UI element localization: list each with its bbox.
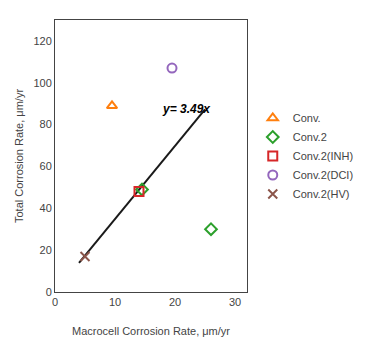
svg-text:0: 0 bbox=[46, 286, 52, 298]
svg-text:0: 0 bbox=[52, 296, 58, 308]
svg-text:80: 80 bbox=[40, 118, 52, 130]
svg-text:20: 20 bbox=[169, 296, 181, 308]
svg-text:y= 3.49x: y= 3.49x bbox=[162, 102, 211, 116]
svg-text:Conv.2(HV): Conv.2(HV) bbox=[293, 188, 350, 200]
svg-text:Conv.2: Conv.2 bbox=[293, 131, 327, 143]
svg-text:20: 20 bbox=[40, 244, 52, 256]
svg-text:100: 100 bbox=[33, 77, 51, 89]
svg-text:Total Corrosion Rate, μm/yr: Total Corrosion Rate, μm/yr bbox=[13, 89, 25, 223]
svg-text:Conv.2(INH): Conv.2(INH) bbox=[293, 150, 353, 162]
svg-text:Conv.2(DCI): Conv.2(DCI) bbox=[293, 169, 353, 181]
svg-text:Conv.: Conv. bbox=[293, 112, 321, 124]
svg-text:40: 40 bbox=[40, 202, 52, 214]
svg-text:10: 10 bbox=[109, 296, 121, 308]
svg-text:60: 60 bbox=[40, 160, 52, 172]
svg-text:30: 30 bbox=[229, 296, 241, 308]
svg-text:Macrocell Corrosion Rate, μm/y: Macrocell Corrosion Rate, μm/yr bbox=[72, 325, 230, 337]
svg-text:120: 120 bbox=[33, 35, 51, 47]
